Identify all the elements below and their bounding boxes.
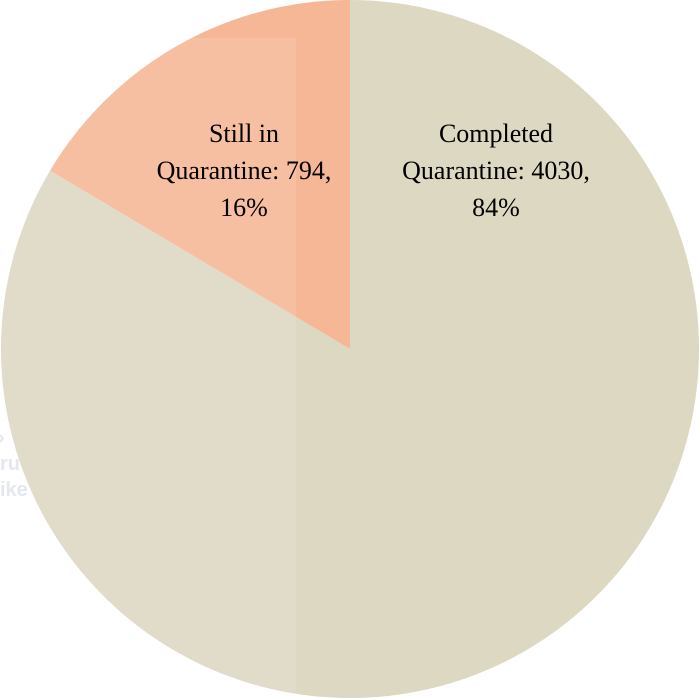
pie-labels: Completed Quarantine: 4030, 84% Still in Qua… [157, 119, 590, 222]
pie-label-line: Quarantine: 4030, [402, 156, 590, 185]
pie-label-line: Completed [439, 119, 553, 148]
pie-label-line: 16% [220, 193, 268, 222]
pie-label-line: 84% [472, 193, 520, 222]
gloss-overlay [0, 38, 296, 699]
pie-label-still-in-quarantine: Still in Quarantine: 794, 16% [157, 119, 332, 222]
pie-label-line: Still in [209, 119, 279, 148]
background-watermark: › ru ike [0, 427, 28, 501]
pie-slice-still-in-quarantine [50, 0, 351, 349]
pie-label-line: Quarantine: 794, [157, 156, 332, 185]
pie-label-completed-quarantine: Completed Quarantine: 4030, 84% [402, 119, 590, 222]
